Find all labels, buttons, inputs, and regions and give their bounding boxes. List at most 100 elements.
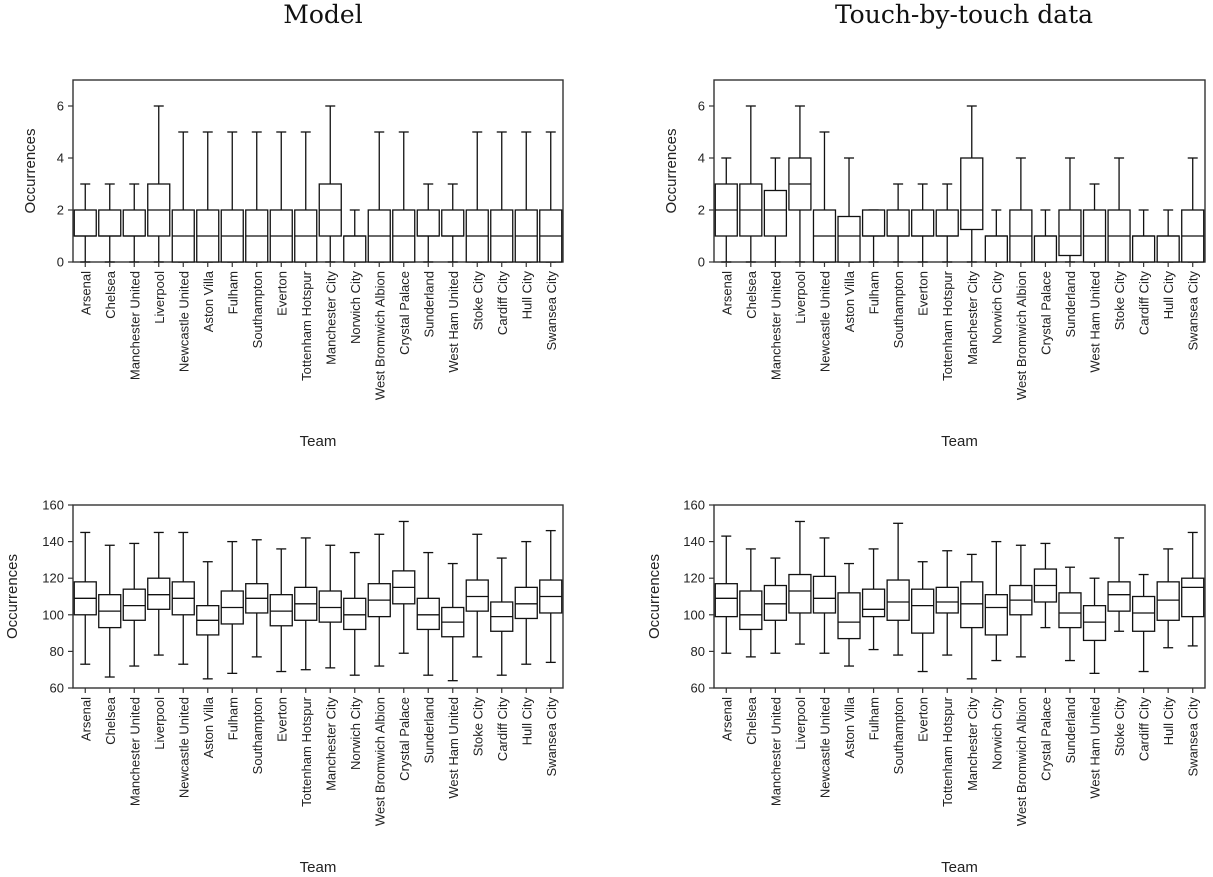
iqr-box (441, 209, 465, 237)
box-15 (1082, 183, 1107, 263)
box-19 (539, 131, 563, 263)
x-tick-label: Norwich City (989, 271, 1004, 344)
box-4 (171, 531, 195, 665)
box-14 (1058, 566, 1082, 662)
iqr-box (812, 575, 837, 614)
iqr-box (343, 235, 367, 263)
box-12 (367, 131, 391, 263)
box-8 (269, 548, 293, 673)
iqr-box (788, 573, 812, 614)
box-14 (1058, 157, 1082, 263)
x-tick-label: Sunderland (421, 271, 436, 338)
y-axis-label: Occurrences (663, 128, 680, 213)
x-tick-label: Manchester City (323, 697, 338, 791)
iqr-box (343, 597, 367, 631)
x-tick-label: West Bromwich Albion (1014, 697, 1029, 826)
iqr-box (984, 235, 1008, 263)
iqr-box (861, 209, 886, 237)
x-tick-label: Newcastle United (817, 271, 832, 372)
box-7 (245, 131, 269, 263)
x-tick-label: Aston Villa (201, 696, 216, 758)
iqr-box (837, 215, 861, 263)
chart-panel-4: 60 80 100 120 140 160 Occurrences Arsenal Chelse… (646, 498, 1206, 876)
box-2 (122, 542, 146, 667)
box-18 (1156, 209, 1180, 263)
x-tick-label: West Ham United (1088, 271, 1103, 373)
y-tick-label: 2 (698, 203, 705, 218)
x-tick-label: Aston Villa (842, 696, 857, 758)
box-6 (861, 548, 886, 651)
x-tick-label: Manchester United (768, 697, 783, 806)
y-axis-label: Occurrences (646, 554, 663, 639)
y-axis-label: Occurrences (22, 128, 39, 213)
x-tick-label: Swansea City (1186, 271, 1201, 351)
box-5 (837, 157, 861, 263)
x-tick-label: Norwich City (348, 271, 363, 344)
iqr-box (1156, 235, 1180, 263)
x-tick-label: Tottenham Hotspur (940, 270, 955, 381)
x-tick-label: Swansea City (1186, 697, 1201, 777)
box-17 (490, 557, 514, 676)
x-tick-label: Fulham (867, 271, 882, 314)
box-4 (171, 131, 195, 263)
iqr-box (318, 590, 342, 623)
x-tick-label: Crystal Palace (397, 697, 412, 781)
y-tick-label: 60 (50, 681, 64, 696)
box-12 (1009, 544, 1033, 658)
y-tick-label: 100 (42, 607, 64, 622)
chart-panel-3: 60 80 100 120 140 160 Occurrences Arsenal Chelse… (4, 498, 564, 876)
x-tick-label: West Ham United (446, 697, 461, 799)
touch-data-title: Touch-by-touch data (834, 0, 1094, 29)
iqr-box (763, 189, 788, 237)
box-15 (1082, 577, 1107, 675)
chart-panel-2: 0 2 4 6 Occurrences Arsenal Chelsea Manchester … (663, 79, 1206, 450)
x-tick-label: Liverpool (152, 697, 167, 750)
box-19 (1181, 157, 1205, 263)
x-tick-label: Stoke City (1112, 271, 1127, 331)
x-tick-label: Cardiff City (495, 697, 510, 762)
box-8 (911, 183, 935, 263)
box-14 (416, 551, 440, 676)
x-tick-label: West Bromwich Albion (1014, 271, 1029, 400)
iqr-box (935, 209, 959, 237)
x-tick-label: Sunderland (1063, 697, 1078, 764)
plot-frame (72, 79, 564, 263)
box-3 (147, 531, 171, 656)
x-tick-label: Everton (274, 697, 289, 742)
iqr-box (714, 583, 738, 618)
x-tick-label: Tottenham Hotspur (299, 270, 314, 381)
box-11 (984, 209, 1008, 263)
box-10 (960, 553, 984, 680)
box-16 (465, 533, 489, 658)
iqr-box (911, 588, 935, 634)
iqr-box (739, 590, 763, 631)
box-11 (984, 540, 1008, 662)
x-tick-label: Fulham (867, 697, 882, 740)
x-axis-label: Team (300, 859, 337, 876)
box-15 (441, 183, 465, 263)
y-tick-label: 120 (683, 571, 705, 586)
box-1 (739, 548, 763, 658)
iqr-box (1156, 581, 1180, 621)
x-tick-label: Manchester United (127, 697, 142, 806)
box-17 (1131, 209, 1156, 263)
y-tick-label: 160 (683, 498, 705, 513)
y-tick-label: 0 (698, 255, 705, 270)
iqr-box (98, 209, 122, 237)
x-tick-label: Manchester City (323, 271, 338, 365)
x-axis-label: Team (941, 859, 978, 876)
box-19 (539, 529, 563, 664)
box-12 (367, 533, 391, 667)
iqr-box (269, 594, 293, 627)
x-tick-label: Chelsea (103, 270, 118, 318)
x-tick-label: Aston Villa (201, 270, 216, 332)
x-tick-label: Liverpool (152, 271, 167, 324)
box-16 (465, 131, 489, 263)
x-tick-label: Everton (916, 271, 931, 316)
box-17 (490, 131, 514, 263)
x-tick-label: Hull City (519, 697, 534, 746)
x-tick-label: Hull City (519, 271, 534, 320)
x-tick-label: Newcastle United (817, 697, 832, 798)
box-14 (416, 183, 440, 263)
x-tick-label: Stoke City (470, 271, 485, 331)
